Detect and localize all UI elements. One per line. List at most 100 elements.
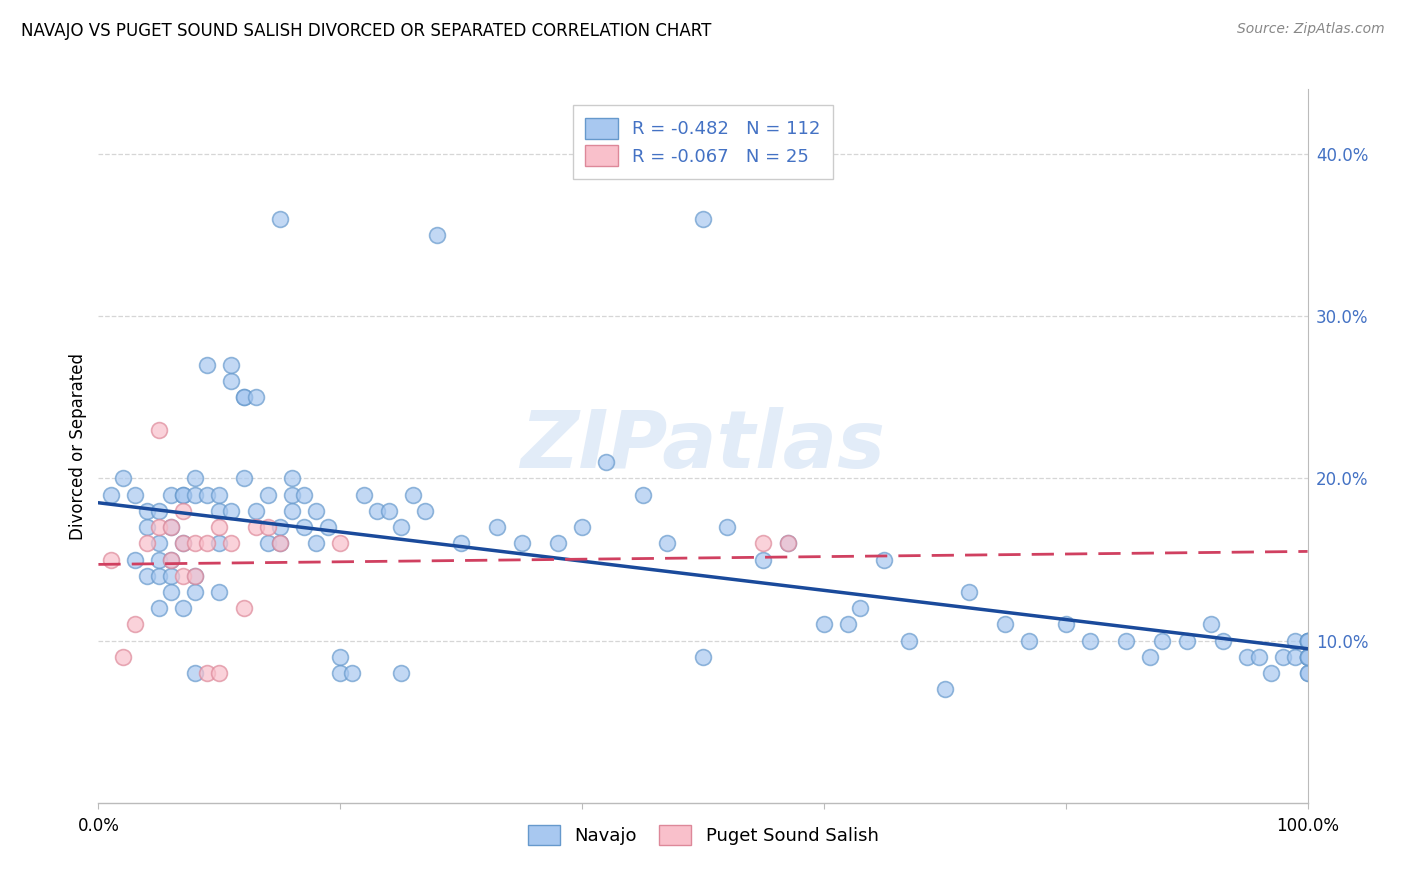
Point	[269, 536, 291, 550]
Point	[232, 471, 254, 485]
Point	[994, 617, 1017, 632]
Point	[1139, 649, 1161, 664]
Point	[124, 552, 146, 566]
Point	[837, 617, 859, 632]
Point	[1296, 649, 1319, 664]
Point	[184, 585, 207, 599]
Text: ZIPatlas: ZIPatlas	[520, 407, 886, 485]
Point	[195, 358, 218, 372]
Point	[172, 536, 194, 550]
Point	[195, 536, 218, 550]
Point	[402, 488, 425, 502]
Point	[1296, 666, 1319, 681]
Point	[1199, 617, 1222, 632]
Point	[245, 520, 267, 534]
Point	[1236, 649, 1258, 664]
Point	[716, 520, 738, 534]
Point	[1284, 649, 1306, 664]
Point	[160, 585, 183, 599]
Point	[1284, 633, 1306, 648]
Point	[342, 666, 364, 681]
Point	[135, 504, 157, 518]
Point	[208, 488, 231, 502]
Point	[305, 536, 328, 550]
Point	[377, 504, 399, 518]
Point	[329, 536, 352, 550]
Point	[160, 520, 183, 534]
Text: NAVAJO VS PUGET SOUND SALISH DIVORCED OR SEPARATED CORRELATION CHART: NAVAJO VS PUGET SOUND SALISH DIVORCED OR…	[21, 22, 711, 40]
Point	[208, 520, 231, 534]
Point	[269, 211, 291, 226]
Point	[316, 520, 339, 534]
Point	[160, 520, 183, 534]
Point	[269, 536, 291, 550]
Point	[281, 488, 304, 502]
Point	[221, 504, 243, 518]
Point	[1249, 649, 1271, 664]
Point	[353, 488, 375, 502]
Point	[655, 536, 678, 550]
Point	[957, 585, 980, 599]
Point	[245, 504, 267, 518]
Point	[256, 520, 278, 534]
Point	[184, 568, 207, 582]
Point	[232, 390, 254, 404]
Point	[292, 520, 315, 534]
Point	[692, 211, 714, 226]
Point	[232, 390, 254, 404]
Point	[111, 649, 134, 664]
Point	[184, 568, 207, 582]
Point	[135, 536, 157, 550]
Text: Source: ZipAtlas.com: Source: ZipAtlas.com	[1237, 22, 1385, 37]
Point	[450, 536, 472, 550]
Point	[160, 488, 183, 502]
Point	[1296, 649, 1319, 664]
Point	[232, 601, 254, 615]
Point	[124, 488, 146, 502]
Point	[208, 536, 231, 550]
Point	[172, 601, 194, 615]
Point	[148, 552, 170, 566]
Point	[1296, 633, 1319, 648]
Point	[160, 568, 183, 582]
Point	[486, 520, 509, 534]
Point	[1260, 666, 1282, 681]
Point	[195, 488, 218, 502]
Point	[547, 536, 569, 550]
Point	[135, 568, 157, 582]
Point	[849, 601, 872, 615]
Point	[776, 536, 799, 550]
Point	[148, 423, 170, 437]
Point	[1296, 633, 1319, 648]
Point	[148, 520, 170, 534]
Point	[256, 488, 278, 502]
Point	[752, 552, 775, 566]
Point	[1018, 633, 1040, 648]
Point	[195, 666, 218, 681]
Point	[208, 504, 231, 518]
Legend: Navajo, Puget Sound Salish: Navajo, Puget Sound Salish	[519, 815, 887, 855]
Point	[329, 649, 352, 664]
Point	[172, 488, 194, 502]
Point	[111, 471, 134, 485]
Point	[1272, 649, 1295, 664]
Point	[631, 488, 654, 502]
Point	[208, 666, 231, 681]
Point	[172, 504, 194, 518]
Point	[1296, 633, 1319, 648]
Point	[1115, 633, 1137, 648]
Point	[221, 358, 243, 372]
Point	[897, 633, 920, 648]
Point	[184, 471, 207, 485]
Point	[245, 390, 267, 404]
Point	[1296, 649, 1319, 664]
Point	[160, 552, 183, 566]
Point	[256, 536, 278, 550]
Point	[776, 536, 799, 550]
Point	[160, 552, 183, 566]
Point	[184, 666, 207, 681]
Point	[1175, 633, 1198, 648]
Point	[184, 488, 207, 502]
Point	[172, 488, 194, 502]
Point	[184, 536, 207, 550]
